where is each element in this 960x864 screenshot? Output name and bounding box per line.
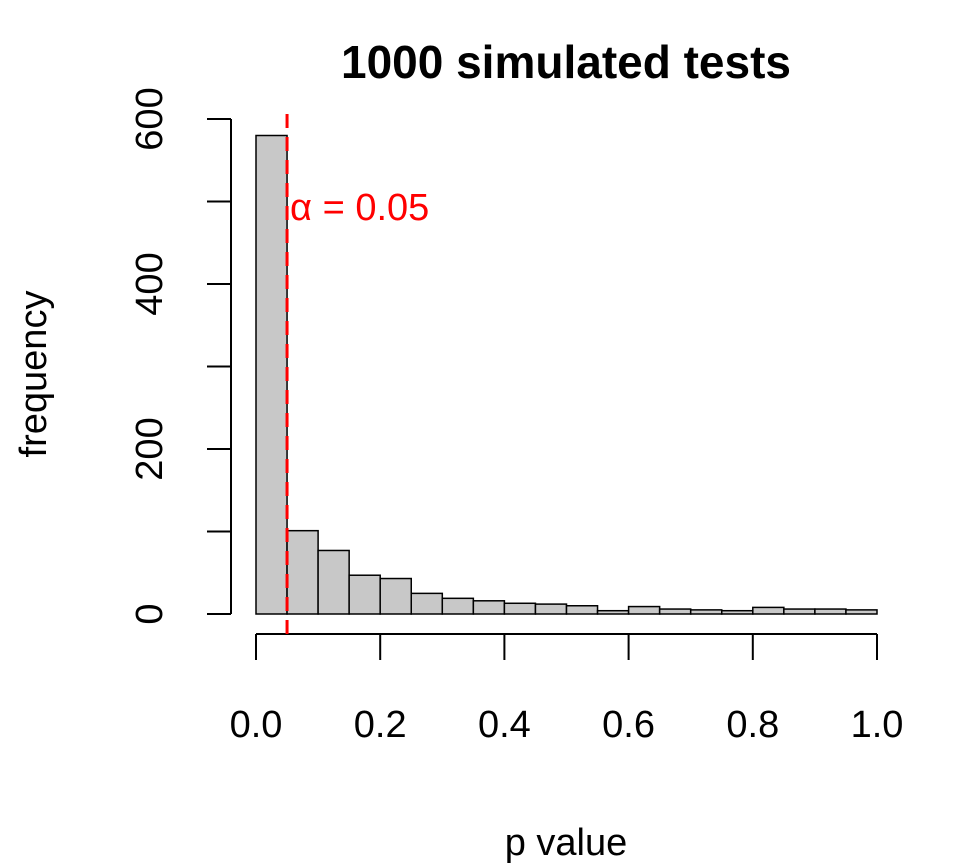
histogram-bar — [721, 609, 754, 615]
histogram-bar — [845, 609, 878, 615]
y-axis: 0 200 400 600 — [129, 87, 232, 625]
y-tick-label: 200 — [129, 417, 171, 480]
histogram-bar — [783, 608, 816, 615]
alpha-label: α = 0.05 — [290, 187, 429, 229]
x-tick-label: 0.0 — [230, 704, 283, 746]
histogram-bar — [752, 606, 785, 615]
y-tick-label: 600 — [129, 87, 171, 150]
histogram-bar — [596, 609, 630, 615]
histogram-bar — [503, 602, 537, 615]
y-tick-label: 400 — [129, 252, 171, 315]
x-tick-label: 1.0 — [851, 704, 904, 746]
histogram-bar — [441, 597, 475, 615]
x-axis: 0.0 0.2 0.4 0.6 0.8 1.0 — [230, 633, 904, 746]
histogram-bar — [658, 608, 692, 615]
histogram-bar — [255, 134, 288, 615]
histogram-bar — [627, 605, 661, 615]
bars-group — [255, 134, 878, 615]
histogram-bar — [286, 529, 319, 615]
histogram-bar — [472, 600, 506, 615]
x-axis-title: p value — [505, 822, 628, 864]
histogram-bar — [348, 574, 381, 615]
y-tick-label: 0 — [129, 603, 171, 624]
x-tick-label: 0.6 — [602, 704, 655, 746]
x-tick-label: 0.8 — [726, 704, 779, 746]
histogram-bar — [379, 577, 413, 615]
x-tick-label: 0.4 — [478, 704, 531, 746]
y-axis-title: frequency — [13, 291, 55, 458]
histogram-bar — [689, 609, 723, 615]
histogram-bar — [814, 608, 847, 615]
chart-title: 1000 simulated tests — [341, 36, 791, 88]
x-tick-label: 0.2 — [354, 704, 407, 746]
histogram-bar — [534, 603, 568, 615]
histogram-bar — [410, 592, 444, 615]
histogram-bar — [565, 605, 599, 615]
histogram-bar — [317, 549, 350, 615]
